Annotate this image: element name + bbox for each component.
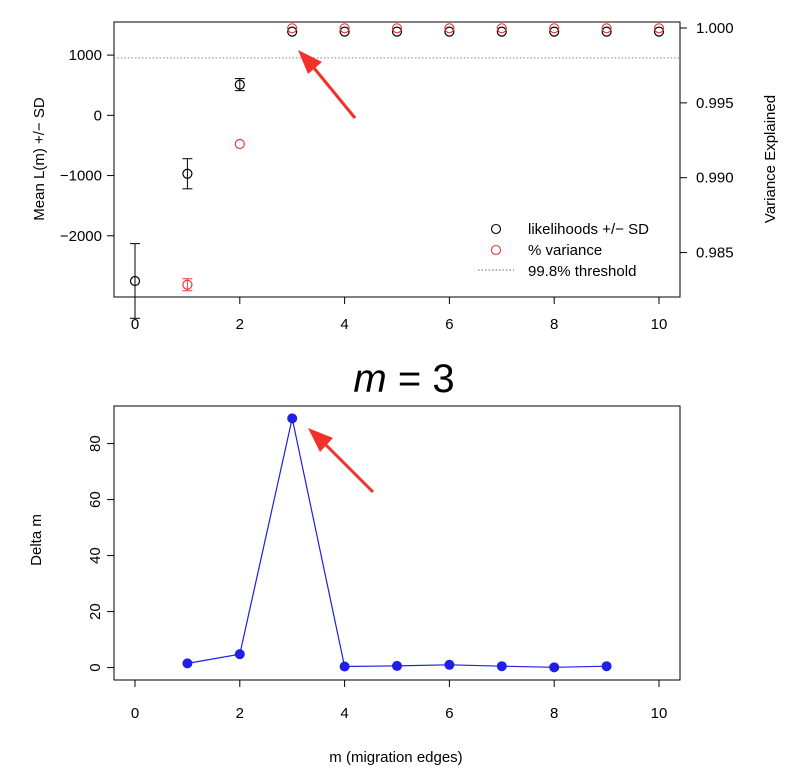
top-y-tick-label: 0	[94, 107, 102, 124]
bottom-chart: 0 2 4 6 8 10 0 20 40 60 80 Delta m m (migration e…	[28, 405, 681, 766]
bottom-plot-frame	[113, 405, 681, 681]
top-x-tick-label: 4	[340, 316, 348, 333]
bottom-y-axis-label: Delta m	[28, 514, 45, 566]
top-x-tick-label: 8	[550, 316, 558, 333]
variance-point	[653, 23, 665, 34]
bottom-y-tick-label: 60	[87, 491, 104, 508]
legend-variance-marker	[490, 244, 502, 256]
delta-m-point	[234, 649, 245, 660]
top-y-right-tick-label: 1.000	[696, 20, 734, 37]
legend-likelihood-marker	[490, 223, 502, 235]
top-y-tick-label: −2000	[60, 228, 102, 245]
bottom-x-tick-label: 10	[651, 705, 668, 722]
variance-point	[601, 23, 612, 34]
likelihood-point	[496, 26, 507, 37]
top-annotation-arrow	[298, 50, 357, 119]
delta-m-point	[287, 413, 298, 424]
delta-m-point	[496, 661, 507, 672]
title-rest: = 3	[387, 357, 455, 401]
likelihood-point	[287, 26, 298, 37]
top-y-tick-label: 1000	[69, 47, 102, 64]
top-y-axis-label: Mean L(m) +/− SD	[31, 97, 48, 221]
legend-threshold-label: 99.8% threshold	[528, 263, 636, 280]
bottom-x-tick-label: 2	[236, 705, 244, 722]
bottom-y-tick-label: 80	[87, 435, 104, 452]
bottom-x-tick-label: 0	[131, 705, 139, 722]
variance-point	[287, 23, 298, 34]
delta-m-point	[444, 659, 455, 670]
variance-point	[182, 279, 193, 290]
likelihood-point	[653, 26, 665, 37]
bottom-x-tick-label: 8	[550, 705, 558, 722]
legend: likelihoods +/− SD % variance 99.8% thre…	[478, 221, 649, 280]
bottom-annotation-arrow	[308, 428, 375, 494]
top-y-right-tick-label: 0.985	[696, 245, 734, 262]
top-x-tick-label: 6	[445, 316, 453, 333]
likelihood-point	[549, 26, 560, 37]
variance-point	[234, 138, 245, 150]
likelihood-point	[182, 168, 193, 179]
top-x-axis: 0 2 4 6 8 10	[131, 297, 668, 333]
legend-variance-label: % variance	[528, 242, 602, 259]
delta-m-line	[187, 418, 607, 668]
likelihood-point	[339, 26, 350, 37]
top-x-tick-label: 10	[651, 316, 668, 333]
bottom-data-marks	[182, 413, 612, 673]
top-y-axis-left: −2000 −1000 0 1000	[60, 47, 114, 245]
bottom-x-tick-label: 4	[340, 705, 348, 722]
likelihood-point	[444, 26, 455, 37]
bottom-y-tick-label: 0	[87, 663, 104, 671]
variance-point	[549, 23, 560, 34]
bottom-x-tick-label: 6	[445, 705, 453, 722]
legend-likelihood-label: likelihoods +/− SD	[528, 221, 649, 238]
likelihood-point	[129, 275, 141, 287]
top-chart: 0 2 4 6 8 10 −2000 −1000 0 1000 0.985 0.990 0.995 1…	[31, 20, 779, 333]
delta-m-point	[339, 661, 350, 672]
delta-m-point	[549, 662, 560, 673]
likelihood-point	[391, 26, 403, 37]
bottom-y-tick-label: 20	[87, 603, 104, 620]
top-data-marks	[129, 23, 665, 319]
bottom-x-axis-label: m (migration edges)	[329, 749, 462, 766]
bottom-y-axis: 0 20 40 60 80	[87, 435, 114, 672]
variance-point	[339, 23, 350, 34]
title-italic-m: m	[353, 357, 386, 401]
top-y-right-tick-label: 0.990	[696, 170, 734, 187]
top-y-tick-label: −1000	[60, 168, 102, 185]
top-y-right-tick-label: 0.995	[696, 95, 734, 112]
top-x-tick-label: 0	[131, 316, 139, 333]
bottom-x-axis: 0 2 4 6 8 10	[131, 680, 668, 722]
m-equals-title: m = 3	[353, 357, 454, 401]
bottom-y-tick-label: 40	[87, 547, 104, 564]
top-y-axis-right-label: Variance Explained	[762, 95, 779, 223]
variance-point	[391, 23, 403, 34]
top-plot-frame	[113, 21, 681, 298]
likelihood-point	[234, 79, 245, 90]
top-x-tick-label: 2	[236, 316, 244, 333]
delta-m-point	[601, 661, 612, 672]
variance-point	[496, 23, 507, 34]
top-y-axis-right: 0.985 0.990 0.995 1.000	[680, 20, 734, 262]
delta-m-point	[182, 658, 193, 669]
likelihood-point	[601, 26, 612, 37]
delta-m-point	[392, 660, 402, 671]
variance-point	[444, 23, 455, 34]
